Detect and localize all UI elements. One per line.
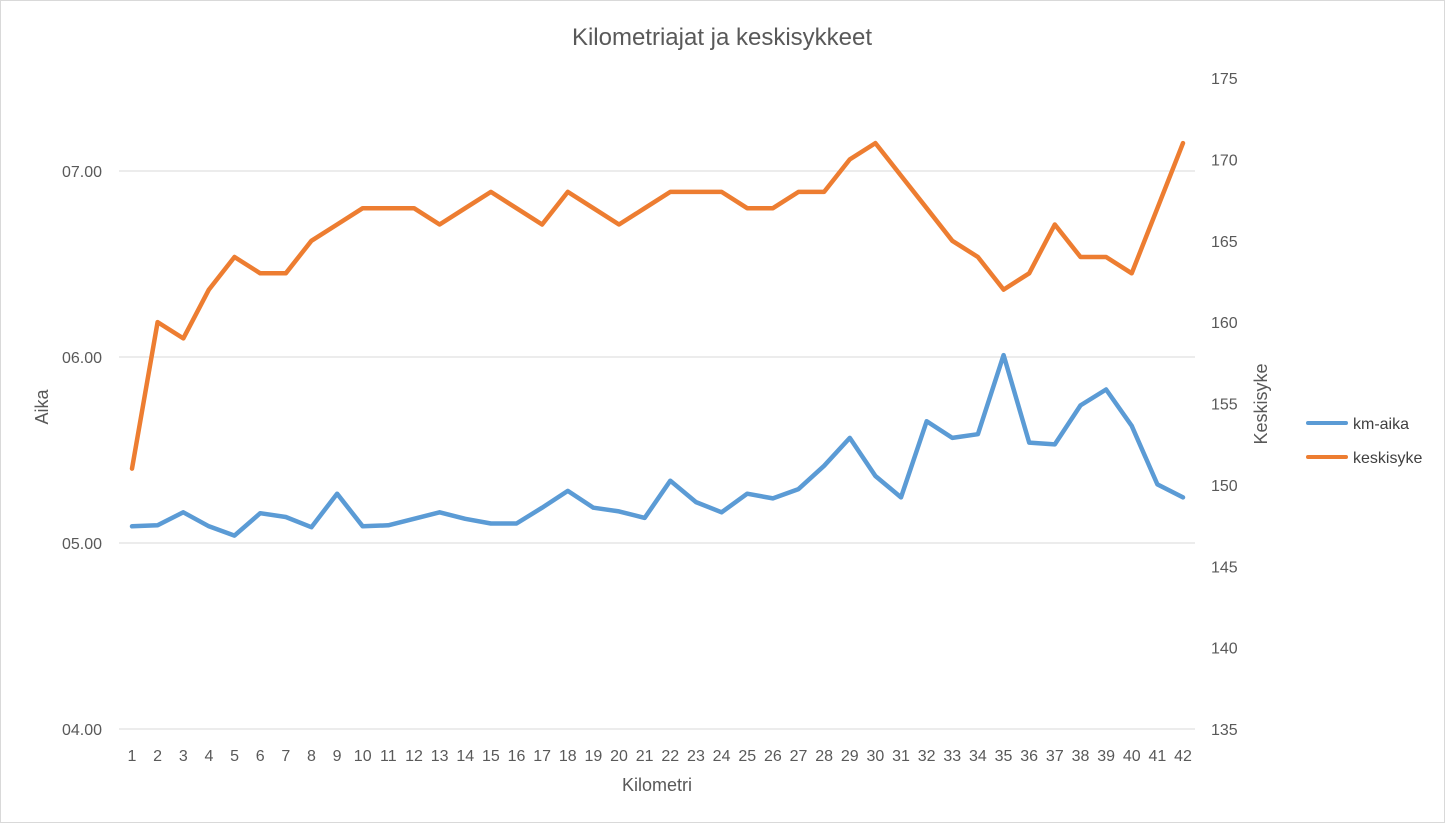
x-tick-label: 3 [179,748,188,765]
x-tick-label: 27 [790,748,808,765]
x-tick-label: 7 [281,748,290,765]
x-tick-label: 23 [687,748,705,765]
x-tick-label: 35 [995,748,1013,765]
y-left-tick-label: 04.00 [62,722,102,739]
x-tick-label: 13 [431,748,449,765]
y-left-tick-label: 07.00 [62,164,102,181]
y-right-tick-label: 135 [1211,722,1238,739]
x-tick-label: 11 [380,748,397,765]
x-tick-label: 32 [918,748,936,765]
series-lines [129,140,1186,538]
y-right-tick-label: 155 [1211,397,1238,414]
x-tick-label: 6 [256,748,265,765]
y-left-tick-label: 06.00 [62,350,102,367]
x-tick-label: 14 [456,748,474,765]
x-tick-label: 9 [333,748,342,765]
x-tick-label: 28 [815,748,833,765]
y-right-tick-label: 145 [1211,559,1238,576]
y-axis-right-title: Keskisyke [1251,363,1271,444]
x-tick-label: 26 [764,748,782,765]
x-axis-ticks: 1 2 3 4 5 6 7 8 9 10 11 12 13 14 15 16 17 18 19 20 21 22 23 24 2… [128,748,1192,765]
x-axis-title: Kilometri [622,775,692,795]
y-right-tick-label: 140 [1211,641,1238,658]
x-tick-label: 29 [841,748,859,765]
x-tick-label: 42 [1174,748,1192,765]
x-tick-label: 21 [636,748,654,765]
x-tick-label: 12 [405,748,423,765]
x-tick-label: 38 [1072,748,1090,765]
x-tick-label: 25 [738,748,756,765]
x-tick-label: 39 [1097,748,1115,765]
x-tick-label: 31 [892,748,910,765]
x-tick-label: 5 [230,748,239,765]
x-tick-label: 10 [354,748,372,765]
y-right-tick-label: 150 [1211,478,1238,495]
y-right-tick-label: 160 [1211,315,1238,332]
x-tick-label: 16 [508,748,526,765]
x-tick-label: 22 [661,748,679,765]
left-axis-ticks: 04.00 05.00 06.00 07.00 [62,164,102,739]
y-right-tick-label: 175 [1211,71,1238,88]
x-tick-label: 36 [1020,748,1038,765]
x-tick-label: 17 [533,748,551,765]
gridlines [119,170,1195,730]
x-tick-label: 2 [153,748,162,765]
x-tick-label: 33 [943,748,961,765]
y-right-tick-label: 170 [1211,152,1238,169]
x-tick-label: 8 [307,748,316,765]
x-tick-label: 20 [610,748,628,765]
x-tick-label: 1 [128,748,137,765]
x-tick-label: 19 [585,748,603,765]
x-tick-label: 30 [866,748,884,765]
x-tick-label: 18 [559,748,577,765]
x-tick-label: 40 [1123,748,1141,765]
y-axis-left-title: Aika [32,389,52,425]
y-left-tick-label: 05.00 [62,536,102,553]
x-tick-label: 24 [713,748,731,765]
x-tick-label: 41 [1148,748,1166,765]
series-line-km-aika [129,352,1186,538]
right-axis-ticks: 135 140 145 150 155 160 165 170 175 [1211,71,1238,739]
x-tick-label: 4 [204,748,213,765]
x-tick-label: 37 [1046,748,1064,765]
series-line-keskisyke [129,140,1186,471]
y-right-tick-label: 165 [1211,234,1238,251]
chart-title: Kilometriajat ja keskisykkeet [572,24,872,51]
x-tick-label: 34 [969,748,987,765]
legend: km-aika keskisyke [1306,416,1422,467]
x-tick-label: 15 [482,748,500,765]
legend-label-keskisyke: keskisyke [1353,450,1422,467]
legend-label-km-aika: km-aika [1353,416,1409,433]
